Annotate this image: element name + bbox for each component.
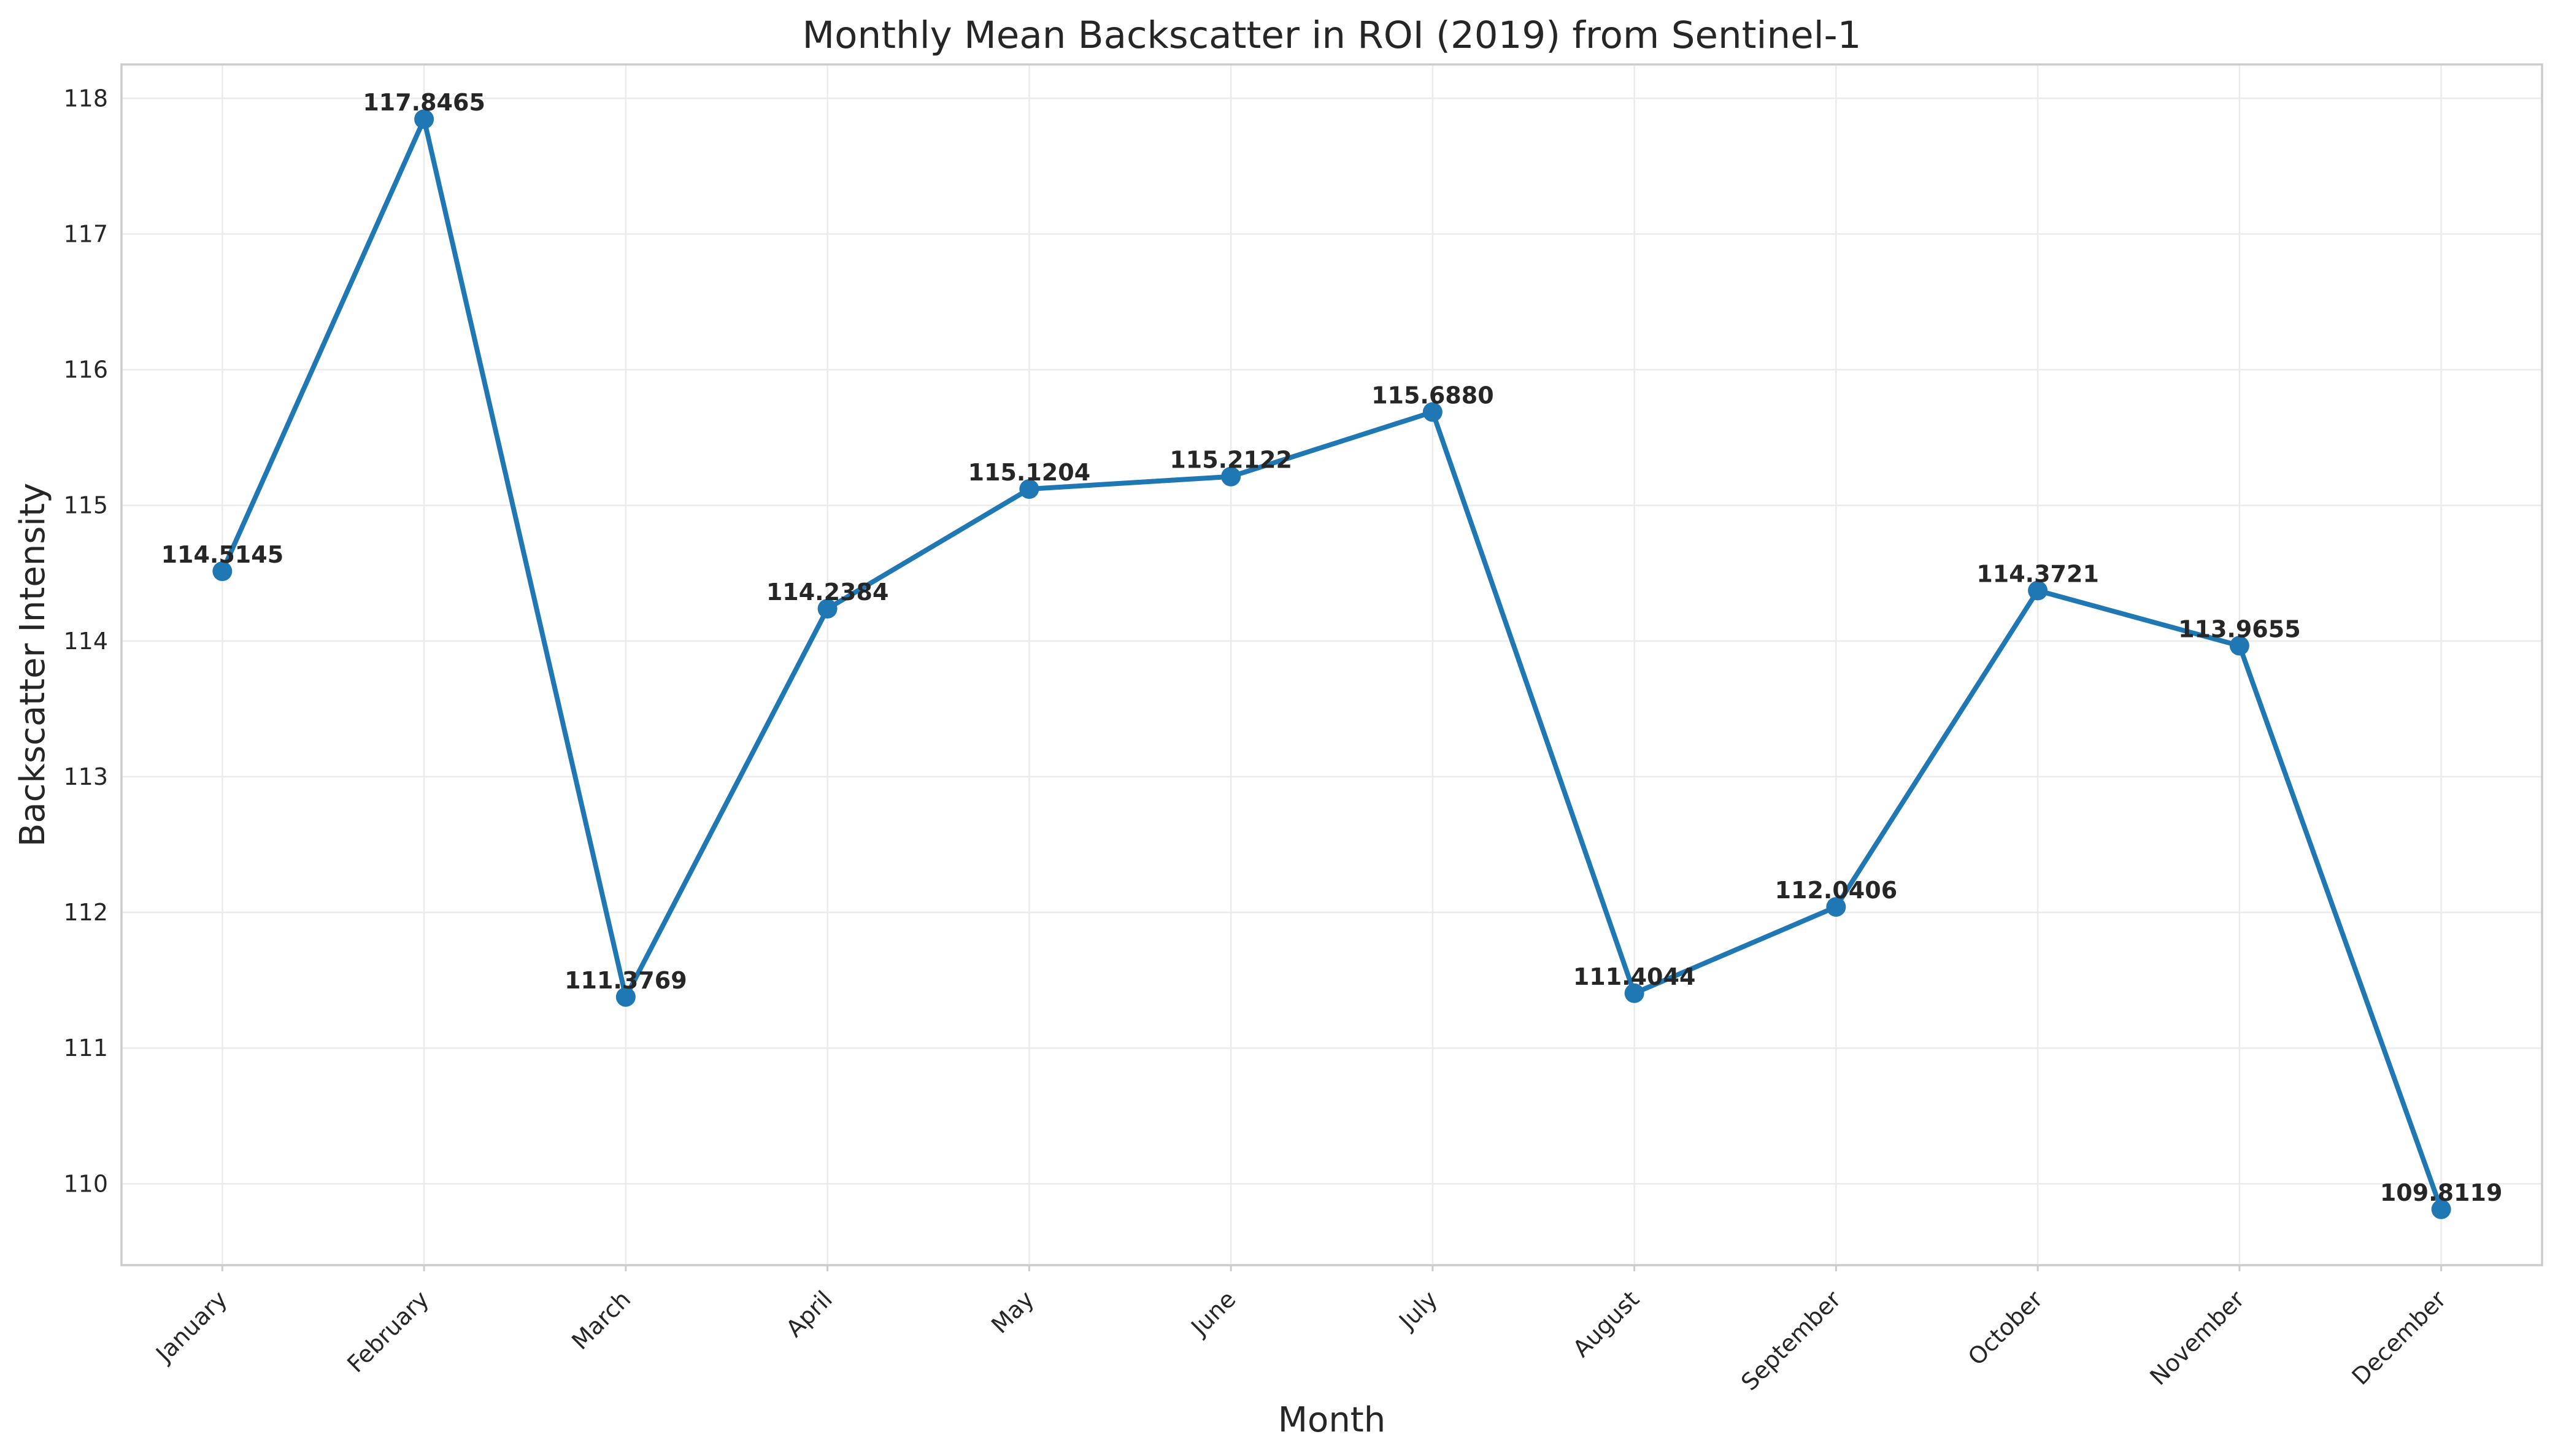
data-label: 115.1204 [968,459,1091,486]
data-labels: 114.5145 117.8465 111.3769 114.2384 115.1204… [161,89,2503,1206]
y-tick-label: 115 [63,492,108,519]
x-tick-label: August [1568,1285,1644,1362]
data-series [212,109,2451,1219]
x-tick-label: November [2144,1285,2249,1390]
y-tick-label: 113 [63,763,108,790]
data-point [817,599,838,619]
data-label: 112.0406 [1775,877,1898,904]
y-tick-label: 110 [63,1170,108,1197]
data-point [212,561,233,582]
x-tick-label: December [2347,1285,2452,1390]
data-label: 114.3721 [1976,561,2099,588]
plot-frame [120,63,2543,1266]
data-point [1624,983,1644,1003]
y-tick-label: 117 [63,220,108,247]
x-tick-label: March [566,1285,636,1355]
data-point [2431,1199,2451,1219]
y-axis-label: Backscatter Intensity [13,483,53,847]
data-point [2229,636,2249,656]
y-tick-label: 111 [63,1034,108,1061]
data-label: 109.8119 [2380,1179,2503,1206]
data-label: 111.3769 [564,967,687,994]
x-tick-label: January [150,1285,232,1368]
x-tick-label: May [986,1285,1039,1339]
x-tick-label: October [1963,1285,2048,1371]
data-point [1422,402,1443,422]
chart-title: Monthly Mean Backscatter in ROI (2019) f… [803,13,1862,57]
x-tick-label: September [1736,1285,1846,1396]
grid-lines [121,64,2542,1265]
data-point [615,987,636,1007]
x-tick-label: July [1393,1285,1443,1335]
data-label: 114.5145 [161,541,284,568]
data-point [1826,897,1846,917]
data-point [2028,580,2048,601]
x-tick-label: February [342,1285,434,1377]
data-label: 115.2122 [1169,447,1292,474]
y-tick-label: 118 [63,85,108,112]
y-tick-label: 112 [63,899,108,926]
data-label: 111.4044 [1573,963,1696,990]
data-point [1019,479,1039,499]
x-axis-label: Month [1278,1400,1386,1440]
x-tick-label: April [780,1285,838,1342]
x-tick-label: June [1185,1285,1241,1341]
series-line [220,117,2444,1211]
data-label: 117.8465 [363,89,485,116]
data-label: 114.2384 [766,579,889,606]
axis-ticks: 110 111 112 113 114 115 116 117 118 January Februa… [63,85,2451,1396]
data-label: 115.6880 [1371,382,1494,409]
y-tick-label: 114 [63,628,108,655]
y-tick-label: 116 [63,356,108,383]
data-point [1221,466,1241,487]
data-label: 113.9655 [2178,615,2301,642]
data-point [414,109,434,129]
